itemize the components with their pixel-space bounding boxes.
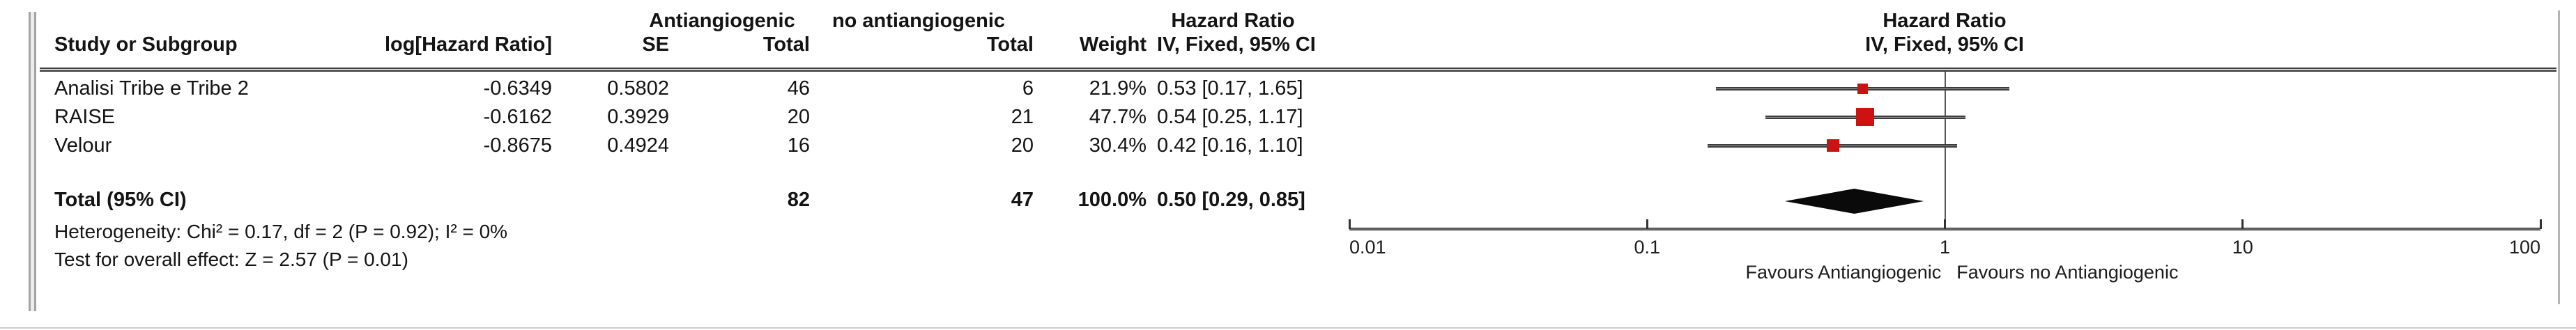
axis-tick [1646, 219, 1648, 229]
total-control-n: 47 [1011, 189, 1034, 211]
axis-tick-label: 0.1 [1634, 237, 1661, 258]
heterogeneity-note: Heterogeneity: Chi² = 0.17, df = 2 (P = … [54, 221, 508, 242]
header-plot-subtitle: IV, Fixed, 95% CI [1865, 33, 2024, 56]
study-loghr: -0.8675 [483, 134, 552, 157]
header-effect-title: Hazard Ratio [1171, 10, 1295, 32]
axis-tick-label: 0.01 [1349, 237, 1386, 258]
axis-tick-label: 10 [2232, 237, 2253, 258]
header-plot-title: Hazard Ratio [1883, 10, 2007, 32]
panel-left-border [29, 12, 36, 311]
study-row: RAISE -0.6162 0.3929 20 21 47.7% 0.54 [0… [0, 103, 2576, 131]
header-separator-rule [40, 68, 2556, 72]
study-row: Velour -0.8675 0.4924 16 20 30.4% 0.42 [… [0, 132, 2576, 159]
header-total-control-col: Total [986, 33, 1034, 56]
study-estimate: 0.53 [0.17, 1.65] [1157, 77, 1303, 100]
header-loghr-col: log[Hazard Ratio] [384, 33, 552, 56]
header-group-experimental: Antiangiogenic [649, 10, 795, 32]
axis-tick [2241, 219, 2244, 229]
total-experimental-n: 82 [787, 189, 810, 211]
axis-tick [2539, 219, 2542, 229]
axis-tick-label: 1 [1939, 237, 1951, 258]
study-estimate: 0.54 [0.25, 1.17] [1157, 106, 1303, 128]
study-se: 0.4924 [607, 134, 669, 157]
study-total-control: 6 [1022, 77, 1034, 100]
panel-bottom-border [0, 327, 2576, 329]
axis-tick-label: 100 [2508, 237, 2540, 258]
total-weight: 100.0% [1078, 189, 1147, 211]
effect-marker [1856, 108, 1875, 126]
header-effect-subtitle: IV, Fixed, 95% CI [1157, 33, 1316, 56]
study-estimate: 0.42 [0.16, 1.10] [1157, 134, 1303, 157]
study-name: Analisi Tribe e Tribe 2 [54, 77, 249, 100]
header-total-experimental-col: Total [762, 33, 810, 56]
study-total-control: 21 [1011, 106, 1034, 128]
study-loghr: -0.6162 [483, 106, 552, 128]
study-weight: 30.4% [1089, 134, 1147, 157]
study-total-control: 20 [1011, 134, 1034, 157]
overall-effect-note: Test for overall effect: Z = 2.57 (P = 0… [54, 249, 408, 270]
study-total-experimental: 20 [787, 106, 810, 128]
study-se: 0.5802 [607, 77, 669, 100]
effect-marker [1857, 83, 1869, 94]
study-row: Analisi Tribe e Tribe 2 -0.6349 0.5802 4… [0, 74, 2576, 102]
total-label: Total (95% CI) [54, 189, 187, 211]
effect-marker [1826, 139, 1839, 152]
header-se-col: SE [642, 33, 669, 56]
favours-left-label: Favours Antiangiogenic [1745, 262, 1942, 283]
axis-tick [1944, 219, 1946, 229]
study-se: 0.3929 [607, 106, 669, 128]
header-weight-col: Weight [1079, 33, 1147, 56]
panel-right-border [2558, 10, 2560, 304]
axis-tick [1348, 219, 1351, 229]
header-study-col: Study or Subgroup [54, 33, 238, 56]
study-name: RAISE [54, 106, 116, 128]
null-effect-line [1944, 72, 1946, 228]
axis-captions: Favours Antiangiogenic Favours no Antian… [1613, 262, 2310, 283]
study-name: Velour [54, 134, 112, 157]
header-group-control: no antiangiogenic [831, 10, 1006, 32]
study-total-experimental: 16 [787, 134, 810, 157]
study-loghr: -0.6349 [483, 77, 552, 100]
total-row: Total (95% CI) 82 47 100.0% 0.50 [0.29, … [0, 186, 2576, 214]
study-total-experimental: 46 [787, 77, 810, 100]
favours-right-label: Favours no Antiangiogenic [1956, 262, 2179, 283]
total-estimate: 0.50 [0.29, 0.85] [1157, 189, 1305, 211]
study-weight: 21.9% [1089, 77, 1147, 100]
x-axis [1349, 228, 2540, 230]
study-weight: 47.7% [1089, 106, 1147, 128]
